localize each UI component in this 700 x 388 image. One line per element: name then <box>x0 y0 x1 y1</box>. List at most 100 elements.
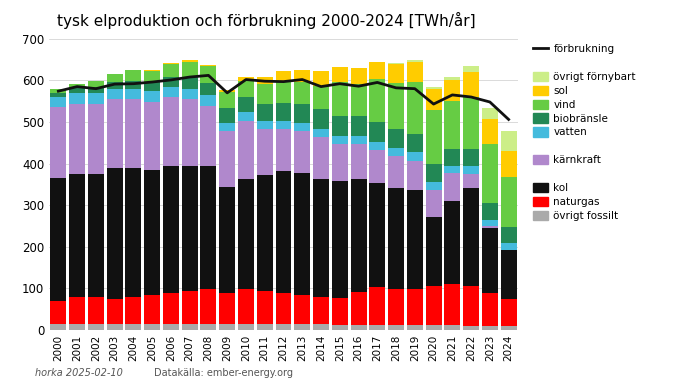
Bar <box>388 63 404 64</box>
Bar <box>144 324 160 330</box>
Bar <box>351 179 367 291</box>
Bar <box>200 166 216 289</box>
Bar <box>163 293 179 324</box>
Bar <box>69 104 85 174</box>
Bar <box>144 102 160 170</box>
Bar <box>294 104 310 123</box>
Bar <box>444 101 461 149</box>
Bar <box>238 97 254 113</box>
Bar <box>163 64 179 77</box>
Bar <box>370 142 385 150</box>
Bar <box>294 123 310 131</box>
Bar <box>106 99 122 168</box>
Bar <box>294 83 310 104</box>
Bar <box>238 324 254 330</box>
Bar <box>482 119 498 144</box>
Bar <box>444 201 461 284</box>
Bar <box>463 189 479 286</box>
Bar <box>182 60 197 62</box>
Bar <box>219 187 235 293</box>
Bar <box>407 161 423 190</box>
Bar <box>407 61 423 62</box>
Bar <box>426 286 442 325</box>
Bar <box>332 83 348 116</box>
Bar <box>200 289 216 324</box>
Bar <box>182 166 197 291</box>
Bar <box>88 93 104 104</box>
Bar <box>276 103 291 121</box>
Bar <box>50 324 66 330</box>
Bar <box>351 144 367 179</box>
Bar <box>332 136 348 144</box>
Bar <box>313 129 329 137</box>
Bar <box>163 77 179 87</box>
Bar <box>125 324 141 330</box>
Bar <box>200 66 216 83</box>
Bar <box>257 291 273 324</box>
Bar <box>407 152 423 161</box>
Bar <box>426 87 442 89</box>
Bar <box>257 77 273 84</box>
Bar <box>219 92 235 108</box>
Bar <box>182 324 197 330</box>
Bar <box>482 326 498 330</box>
Bar <box>238 289 254 324</box>
Bar <box>426 217 442 286</box>
Bar <box>88 324 104 330</box>
Bar <box>313 71 329 86</box>
Bar <box>50 93 66 97</box>
Bar <box>238 81 254 97</box>
Bar <box>444 77 461 80</box>
Bar <box>463 286 479 326</box>
Bar <box>69 297 85 324</box>
Bar <box>332 325 348 330</box>
Bar <box>50 97 66 107</box>
Bar <box>463 66 479 72</box>
Bar <box>257 129 273 175</box>
Bar <box>182 291 197 324</box>
Bar <box>500 326 517 330</box>
Bar <box>463 149 479 166</box>
Bar <box>125 168 141 297</box>
Bar <box>219 123 235 131</box>
Bar <box>426 325 442 330</box>
Bar <box>482 144 498 203</box>
Bar <box>388 188 404 289</box>
Bar <box>257 324 273 330</box>
Bar <box>407 81 423 133</box>
Bar <box>332 67 348 83</box>
Bar <box>257 104 273 121</box>
Bar <box>388 64 404 83</box>
Bar <box>200 324 216 330</box>
Bar <box>50 178 66 301</box>
Bar <box>144 71 160 82</box>
Bar <box>500 151 517 177</box>
Bar <box>88 81 104 87</box>
Bar <box>50 107 66 178</box>
Bar <box>332 298 348 325</box>
Bar <box>88 87 104 93</box>
Bar <box>370 288 385 325</box>
Bar <box>200 83 216 95</box>
Bar <box>500 131 517 151</box>
Bar <box>106 168 122 299</box>
Bar <box>500 249 517 300</box>
Bar <box>219 324 235 330</box>
Bar <box>482 229 498 293</box>
Bar <box>313 324 329 330</box>
Bar <box>106 324 122 330</box>
Bar <box>276 71 291 82</box>
Bar <box>182 99 197 166</box>
Bar <box>332 144 348 182</box>
Bar <box>144 82 160 91</box>
Bar <box>69 93 85 104</box>
Text: horka 2025-02-10: horka 2025-02-10 <box>35 368 123 378</box>
Bar <box>294 69 310 83</box>
Legend: förbrukning, , övrigt förnybart, sol, vind, biobränsle, vatten, , kärnkraft, , k: förbrukning, , övrigt förnybart, sol, vi… <box>533 44 636 221</box>
Bar <box>313 179 329 297</box>
Bar <box>332 116 348 136</box>
Bar <box>463 166 479 174</box>
Bar <box>125 89 141 99</box>
Bar <box>88 297 104 324</box>
Bar <box>182 62 197 78</box>
